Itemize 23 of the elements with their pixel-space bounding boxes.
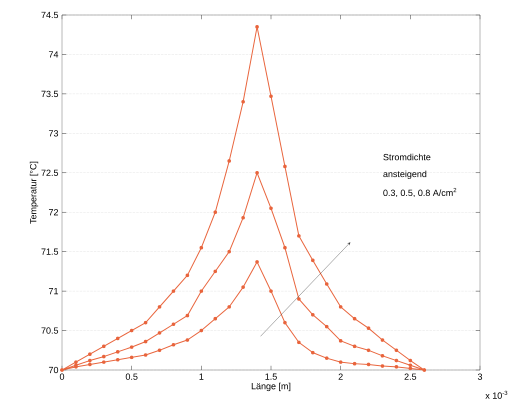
annotation: ansteigend bbox=[383, 170, 426, 179]
x-tick-label: 2 bbox=[338, 374, 343, 380]
y-tick-label: 71 bbox=[48, 288, 58, 294]
x-tick-label: 3 bbox=[478, 374, 482, 380]
y-tick-label: 73 bbox=[48, 130, 58, 137]
annotation: Stromdichte bbox=[383, 154, 430, 160]
y-tick-label: 71.5 bbox=[41, 248, 58, 255]
y-axis-title: Temperatur [°C] bbox=[30, 162, 38, 224]
y-tick-label: 70.5 bbox=[41, 327, 58, 334]
y-tick-label: 72 bbox=[48, 209, 58, 216]
annotation: 0.3, 0.5, 0.8 A/cm$^{2}$ bbox=[383, 188, 456, 198]
y-tick-label: 74.5 bbox=[41, 12, 58, 18]
y-tick-label: 74 bbox=[48, 51, 58, 58]
x-tick-label: 1.5 bbox=[265, 374, 277, 380]
x-tick-label: 0.5 bbox=[126, 374, 138, 380]
y-tick-label: 70 bbox=[48, 366, 58, 374]
text: x 10$^{-3}$ bbox=[485, 390, 508, 399]
x-tick-label: 0 bbox=[60, 374, 64, 380]
x-tick-label: 2.5 bbox=[404, 374, 416, 380]
x-axis-title: Länge [m] bbox=[252, 382, 290, 392]
x-tick-label: 1 bbox=[200, 374, 204, 380]
y-tick-label: 73.5 bbox=[41, 90, 58, 98]
y-tick-label: 72.5 bbox=[41, 170, 58, 176]
